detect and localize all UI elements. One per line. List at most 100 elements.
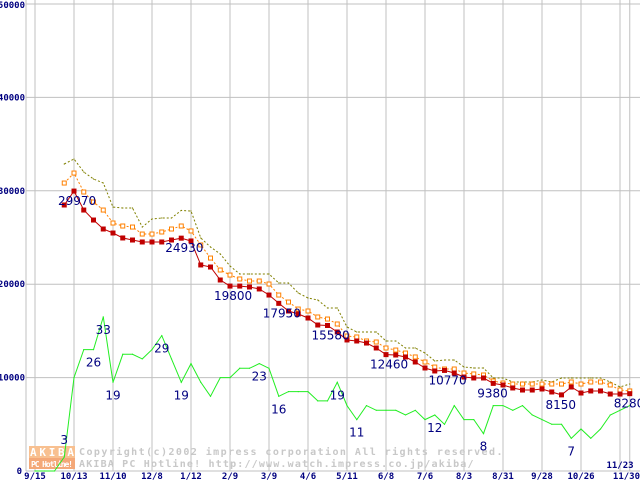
data-point-min-price (422, 365, 428, 371)
data-point-max-price (190, 210, 192, 212)
x-tick-label: 11/10 (99, 472, 126, 480)
data-point-min-price (432, 368, 438, 374)
x-tick-label: 3/9 (261, 472, 277, 480)
data-point-shop-count (278, 395, 280, 397)
data-point-max-price (219, 253, 221, 255)
data-point-average-price (188, 228, 194, 234)
data-point-average-price (149, 231, 155, 237)
data-point-average-price (393, 347, 399, 353)
data-point-shop-count (424, 419, 426, 421)
data-point-max-price (346, 326, 348, 328)
data-point-max-price (619, 386, 621, 388)
data-point-shop-count (229, 377, 231, 379)
data-point-shop-count (551, 423, 553, 425)
data-point-average-price (471, 371, 477, 377)
data-label-min-price: 8150 (546, 398, 577, 412)
data-label-min-price: 29970 (58, 194, 96, 208)
data-point-max-price (229, 265, 231, 267)
data-point-shop-count (502, 405, 504, 407)
data-point-min-price (529, 387, 535, 393)
data-point-max-price (414, 347, 416, 349)
data-point-average-price (247, 278, 252, 284)
logo-box-bottom (29, 458, 75, 469)
x-tick-label: 2/9 (222, 472, 238, 480)
data-point-max-price (73, 158, 75, 160)
logo-box-top (29, 446, 75, 458)
data-point-shop-count (443, 423, 446, 425)
data-point-max-price (463, 366, 465, 368)
data-point-min-price (344, 337, 350, 343)
data-point-min-price (354, 338, 360, 344)
data-point-shop-count (92, 348, 95, 351)
data-point-min-price (500, 382, 506, 388)
data-label-min-price: 12460 (370, 358, 408, 372)
data-point-max-price (209, 246, 212, 248)
data-point-average-price (588, 379, 594, 385)
data-label-shop-count: 33 (96, 323, 111, 337)
data-point-max-price (502, 377, 504, 379)
data-point-max-price (385, 340, 387, 342)
x-tick-label: 10/13 (60, 472, 87, 480)
data-point-shop-count (317, 400, 319, 402)
data-point-max-price (200, 237, 202, 239)
data-point-min-price (178, 235, 184, 241)
data-point-max-price (112, 206, 114, 208)
data-point-average-price (539, 381, 545, 387)
x-tick-label: 1/12 (180, 472, 202, 480)
data-point-min-price (120, 235, 126, 241)
data-point-shop-count (453, 405, 455, 407)
data-point-max-price (278, 282, 280, 284)
data-point-average-price (510, 381, 516, 387)
data-point-shop-count (619, 409, 621, 411)
data-point-max-price (570, 377, 572, 379)
data-point-max-price (287, 282, 290, 284)
data-point-min-price (490, 380, 496, 386)
data-point-min-price (208, 264, 213, 270)
data-point-min-price (256, 286, 262, 292)
data-point-max-price (317, 299, 319, 301)
x-tick-label: 11/23 (606, 461, 633, 471)
data-point-min-price (286, 308, 291, 314)
y-tick-label: 10000 (0, 374, 25, 384)
copyright-text: Copyright(c)2002 impress corporation All… (79, 446, 503, 458)
data-point-shop-count (63, 456, 65, 458)
data-label-shop-count: 19 (174, 388, 189, 402)
data-point-shop-count (73, 377, 75, 379)
y-axis-ticks: 0 10000 20000 30000 40000 50000 (0, 1, 25, 477)
data-point-average-price (325, 316, 330, 322)
data-point-average-price (529, 381, 535, 387)
data-labels: 29970 24930 19800 17950 15580 12460 10770 9380 8… (58, 194, 640, 458)
data-point-shop-count (473, 419, 475, 421)
data-point-average-price (617, 387, 623, 393)
data-point-min-price (71, 188, 77, 194)
x-tick-label: 11/30 (613, 472, 640, 480)
data-point-average-price (81, 189, 87, 195)
data-point-max-price (492, 377, 494, 379)
data-point-min-price (559, 392, 564, 398)
data-point-min-price (188, 238, 194, 244)
data-point-max-price (180, 209, 182, 212)
data-label-shop-count: 19 (330, 388, 345, 402)
data-point-shop-count (434, 414, 436, 416)
data-point-shop-count (463, 419, 465, 421)
data-point-min-price (461, 374, 467, 380)
data-point-average-price (276, 292, 282, 298)
data-point-max-price (395, 340, 397, 342)
data-point-average-price (159, 229, 165, 235)
data-point-shop-count (258, 362, 260, 365)
data-point-shop-count (268, 367, 270, 369)
data-point-average-price (237, 276, 243, 282)
data-point-min-price (334, 329, 340, 335)
site-url-text: AKIBA PC Hotline! http://www.watch.impre… (79, 458, 474, 470)
data-point-min-price (247, 284, 252, 290)
data-label-min-price: 19800 (214, 289, 252, 303)
data-point-average-price (549, 381, 555, 387)
y-tick-label: 50000 (0, 1, 25, 11)
data-point-average-price (217, 267, 223, 273)
data-point-max-price (131, 207, 134, 209)
data-point-average-price (266, 281, 272, 287)
data-point-average-price (227, 272, 233, 278)
data-point-min-price (549, 389, 555, 395)
data-point-shop-count (482, 433, 485, 435)
